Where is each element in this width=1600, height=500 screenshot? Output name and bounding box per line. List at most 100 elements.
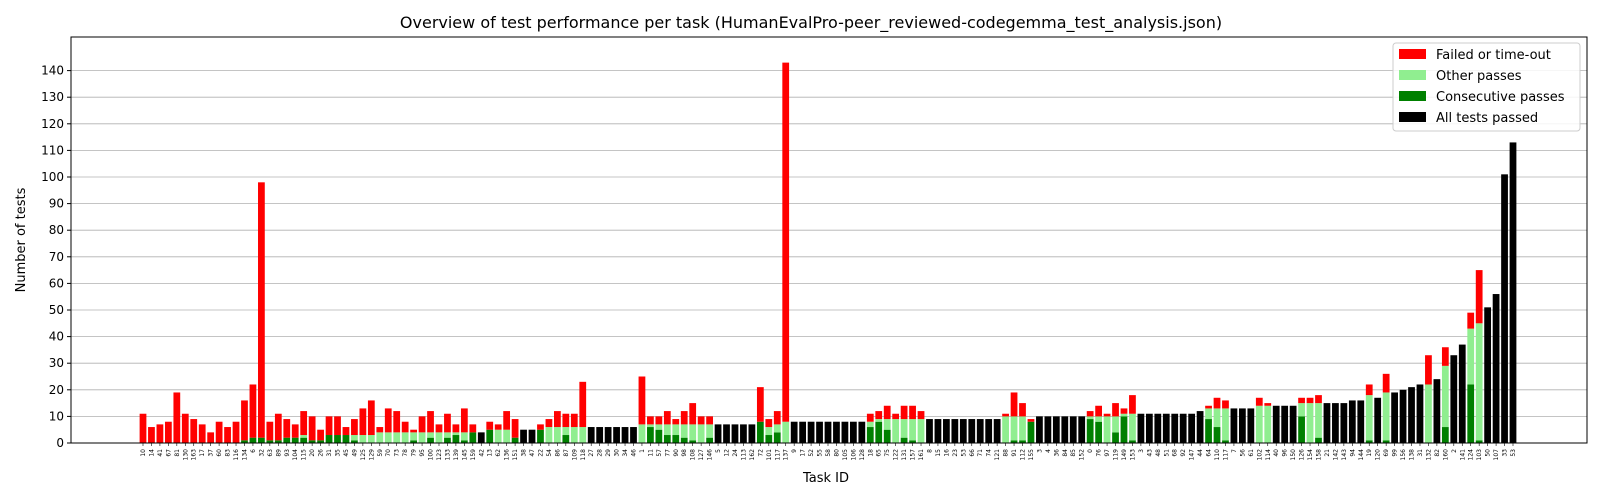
bar-segment-failed-or-time-out (435, 424, 443, 433)
x-tick-label: 36 (1053, 449, 1060, 457)
y-tick-label: 90 (49, 197, 64, 211)
bar-segment-failed-or-time-out (503, 411, 511, 430)
bar-segment-failed-or-time-out (1103, 413, 1111, 417)
bar-segment-consecutive-passes (486, 429, 494, 443)
y-tick-label: 10 (49, 409, 64, 423)
bar-segment-all-tests-passed (943, 419, 950, 443)
x-tick-label: 75 (884, 449, 891, 457)
bar-segment-failed-or-time-out (773, 411, 781, 425)
bar-segment-failed-or-time-out (1112, 403, 1119, 417)
bar-segment-failed-or-time-out (1095, 405, 1102, 417)
x-tick-label: 53 (1510, 449, 1517, 457)
bar-segment-failed-or-time-out (672, 419, 680, 425)
bar-segment-failed-or-time-out (494, 424, 502, 430)
bar-segment-other-passes (1002, 416, 1009, 443)
bar-segment-other-passes (655, 424, 663, 430)
bar-segment-consecutive-passes (1112, 432, 1119, 443)
bar-segment-failed-or-time-out (351, 419, 358, 436)
bar-segment-failed-or-time-out (190, 419, 198, 443)
bar-segment-failed-or-time-out (537, 424, 544, 430)
bar-segment-failed-or-time-out (680, 411, 688, 425)
bar-segment-failed-or-time-out (164, 421, 172, 443)
y-axis-label: Number of tests (14, 187, 29, 292)
bar-segment-other-passes (638, 424, 646, 443)
bar-segment-failed-or-time-out (892, 413, 900, 420)
x-tick-label: 131 (901, 449, 908, 461)
bar-segment-failed-or-time-out (697, 416, 705, 425)
bar-segment-all-tests-passed (1289, 405, 1297, 443)
bar-segment-consecutive-passes (883, 429, 891, 443)
bar-segment-all-tests-passed (587, 427, 595, 443)
x-tick-label: 88 (1003, 449, 1010, 457)
bar-segment-other-passes (875, 419, 883, 422)
bar-segment-failed-or-time-out (1425, 355, 1432, 385)
x-tick-label: 70 (385, 449, 392, 457)
x-tick-label: 30 (614, 449, 621, 457)
bar-segment-all-tests-passed (630, 427, 637, 443)
bar-segment-failed-or-time-out (570, 413, 578, 428)
bar-segment-failed-or-time-out (258, 182, 265, 438)
bar-segment-other-passes (1315, 403, 1322, 438)
x-tick-label: 117 (1222, 449, 1229, 461)
bar-segment-other-passes (579, 427, 587, 443)
x-tick-label: 107 (1493, 449, 1500, 461)
x-tick-label: 109 (571, 449, 578, 461)
bar-segment-all-tests-passed (1509, 142, 1517, 444)
x-tick-label: 62 (495, 449, 502, 457)
bar-segment-consecutive-passes (1315, 437, 1322, 443)
bar-segment-failed-or-time-out (917, 411, 925, 420)
x-tick-label: 0 (1087, 449, 1094, 453)
bar-segment-consecutive-passes (410, 440, 417, 443)
x-tick-label: 129 (368, 449, 375, 461)
x-tick-label: 161 (918, 449, 925, 461)
x-tick-label: 73 (394, 449, 401, 457)
bar-segment-failed-or-time-out (875, 411, 883, 420)
x-tick-label: 72 (757, 449, 764, 457)
bar-segment-all-tests-passed (1374, 397, 1382, 443)
grid-lines (71, 70, 1587, 444)
bar-segment-other-passes (1441, 365, 1449, 428)
bar-segment-other-passes (427, 432, 434, 438)
bar-segment-failed-or-time-out (900, 405, 908, 420)
bar-segment-failed-or-time-out (317, 429, 324, 441)
bar-segment-all-tests-passed (1179, 413, 1187, 443)
y-tick-label: 20 (49, 383, 64, 397)
bar-segment-failed-or-time-out (376, 427, 384, 433)
bar-segment-failed-or-time-out (283, 419, 291, 438)
x-tick-label: 143 (1341, 449, 1348, 461)
x-tick-label: 16 (943, 449, 950, 457)
legend-swatch (1399, 49, 1426, 59)
bar-segment-other-passes (444, 432, 451, 438)
bar-segment-consecutive-passes (1298, 416, 1305, 443)
bar-segment-failed-or-time-out (1086, 411, 1094, 417)
x-tick-label: 26 (318, 449, 325, 457)
x-tick-label: 31 (326, 449, 333, 457)
bar-segment-all-tests-passed (1272, 405, 1280, 443)
bar-segment-other-passes (900, 419, 908, 438)
x-tick-label: 3 (1036, 449, 1043, 453)
bar-segment-failed-or-time-out (224, 427, 231, 443)
bar-segment-failed-or-time-out (1002, 413, 1009, 417)
x-tick-label: 90 (673, 449, 680, 457)
bar-segment-failed-or-time-out (427, 411, 434, 433)
bar-segment-all-tests-passed (1408, 387, 1415, 443)
bar-segment-all-tests-passed (1357, 400, 1365, 443)
x-tick-label: 11 (647, 449, 654, 457)
x-tick-label: 97 (1104, 449, 1111, 457)
bar-segment-other-passes (562, 427, 570, 436)
x-tick-label: 125 (360, 449, 367, 461)
bar-segment-all-tests-passed (816, 421, 823, 443)
bar-segment-failed-or-time-out (647, 416, 654, 425)
bar-segment-all-tests-passed (731, 424, 739, 443)
bar-segment-consecutive-passes (1095, 421, 1102, 443)
x-tick-label: 19 (1366, 449, 1373, 457)
x-tick-label: 4 (1045, 449, 1052, 453)
bar-segment-all-tests-passed (790, 421, 798, 443)
bar-segment-all-tests-passed (1340, 403, 1348, 443)
bar-segment-all-tests-passed (1061, 416, 1069, 443)
chart-title: Overview of test performance per task (H… (400, 13, 1222, 33)
bar-segment-consecutive-passes (773, 432, 781, 443)
bar-segment-all-tests-passed (1145, 413, 1153, 443)
bar-segment-failed-or-time-out (452, 424, 460, 433)
bar-segment-failed-or-time-out (291, 424, 299, 438)
